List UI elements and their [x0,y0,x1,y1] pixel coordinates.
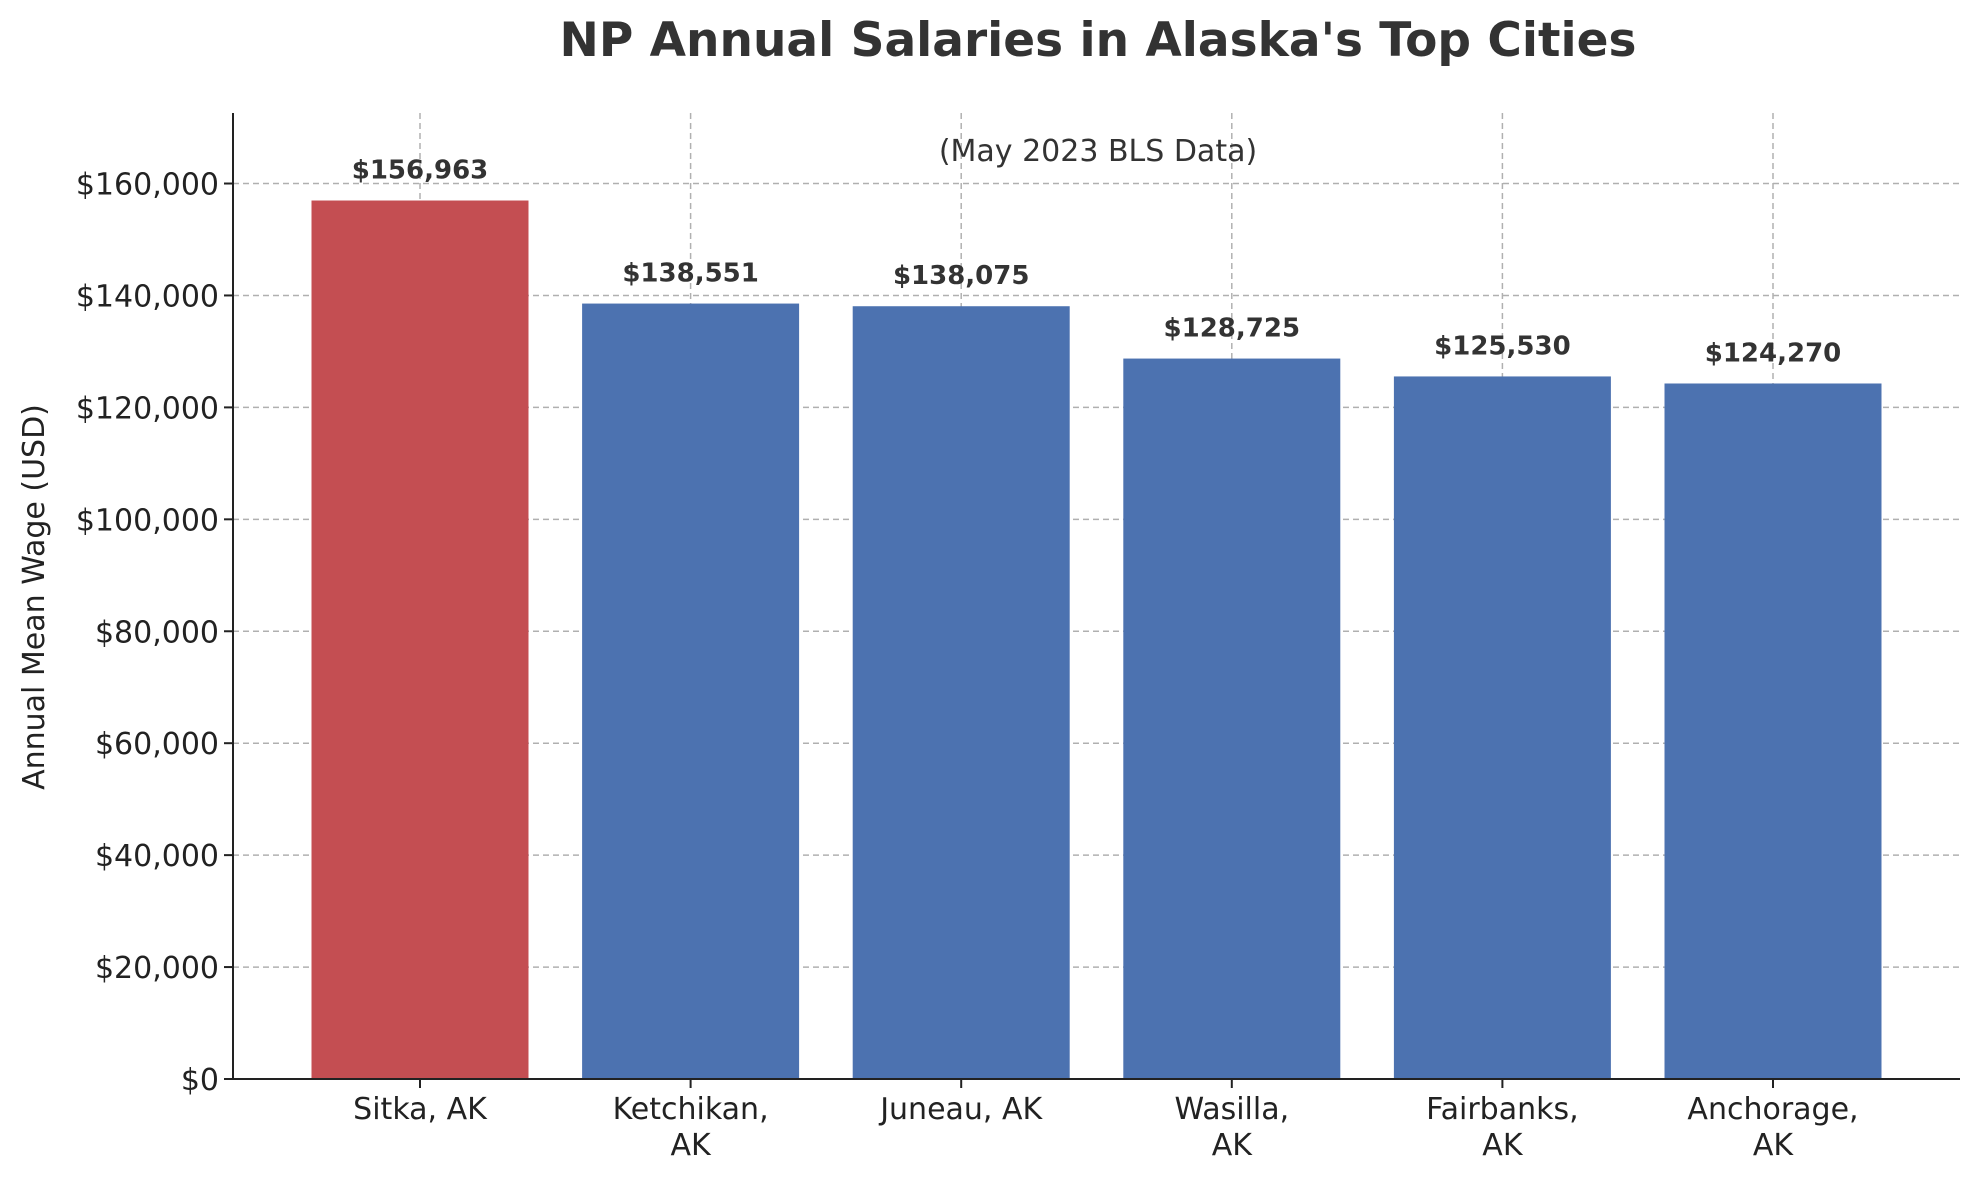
y-axis-ticks: $0 $20,000 $40,000 $60,000 $80,000 $100,000 $1… [76,168,233,1098]
bar-value-label: $125,530 [1434,331,1571,361]
x-tick-label-line: AK [670,1128,712,1163]
y-tick-label: $160,000 [76,168,219,203]
bar-value-label: $138,551 [622,259,759,289]
x-tick-label: Ketchikan, AK [613,1092,769,1163]
x-tick-label-line: Fairbanks, [1426,1092,1579,1127]
bar [1123,358,1341,1080]
x-tick-label-line: AK [1212,1128,1254,1163]
chart-title: NP Annual Salaries in Alaska's Top Citie… [560,13,1637,68]
x-tick-label: Juneau, AK [878,1092,1043,1127]
x-tick-label-line: Anchorage, [1687,1092,1858,1127]
data-labels: $156,963 $138,551 $138,075 $128,725 $125,530… [352,156,1842,369]
y-tick-label: $80,000 [95,615,219,650]
bar [311,200,529,1079]
bar [1393,376,1611,1079]
y-tick-label: $100,000 [76,503,219,538]
y-tick-label: $120,000 [76,391,219,426]
bar-value-label: $128,725 [1164,314,1301,344]
x-tick-label-line: AK [1482,1128,1524,1163]
y-tick-label: $20,000 [95,951,219,986]
y-axis-label: Annual Mean Wage (USD) [17,404,52,790]
y-tick-label: $60,000 [95,727,219,762]
x-tick-label-line: Juneau, AK [878,1092,1043,1127]
bar-value-label: $138,075 [893,261,1030,291]
x-tick-label: Sitka, AK [353,1092,488,1127]
x-tick-label-line: Sitka, AK [353,1092,488,1127]
x-tick-label: Fairbanks, AK [1426,1092,1579,1163]
y-tick-label: $140,000 [76,279,219,314]
y-tick-label: $0 [181,1063,219,1098]
y-tick-label: $40,000 [95,839,219,874]
x-tick-label-line: Wasilla, [1174,1092,1289,1127]
axes [232,113,1960,1080]
x-tick-label-line: AK [1753,1128,1795,1163]
chart-subtitle: (May 2023 BLS Data) [939,134,1257,169]
bar-value-label: $124,270 [1705,338,1842,368]
x-tick-label: Wasilla, AK [1174,1092,1289,1163]
bar-value-label: $156,963 [352,156,489,186]
bar [582,303,800,1079]
x-tick-label-line: Ketchikan, [613,1092,769,1127]
bar [1664,383,1882,1079]
bars [311,200,1882,1080]
bar [852,306,1070,1079]
x-tick-label: Anchorage, AK [1687,1092,1858,1163]
